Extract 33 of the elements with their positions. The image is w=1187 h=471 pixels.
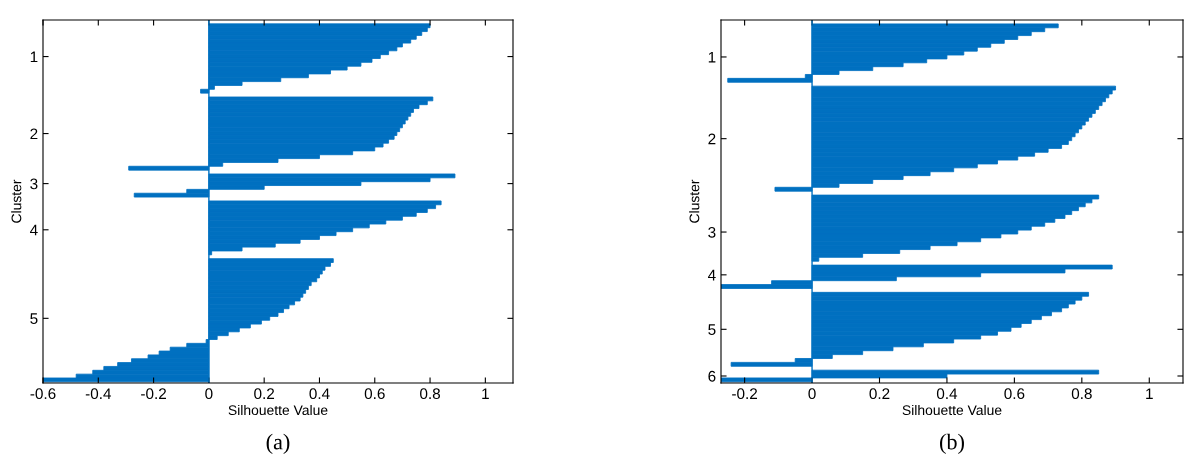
y-tick-label: 2: [708, 133, 716, 145]
y-tick-label: 4: [29, 224, 38, 236]
y-tick-label: 2: [30, 128, 38, 140]
x-tick-label: -0.2: [732, 388, 757, 400]
x-tick-label: 0.8: [420, 388, 441, 400]
y-axis-title: Cluster: [11, 179, 22, 223]
x-axis-title: Silhouette Value: [228, 404, 328, 416]
y-tick-label: 3: [708, 226, 716, 238]
x-tick-label: 0.4: [309, 388, 330, 400]
x-tick-label: 0: [808, 388, 816, 400]
x-tick-label: -0.4: [85, 388, 112, 400]
x-tick-label: -0.2: [141, 388, 166, 400]
y-tick-label: 4: [707, 269, 716, 281]
text: (b): [940, 433, 964, 454]
y-tick-label: 1: [30, 51, 38, 63]
x-tick-label: 0.8: [1071, 388, 1092, 400]
y-tick-label: 1: [708, 51, 716, 63]
x-tick-label: 0.4: [936, 388, 958, 400]
text: (a): [266, 433, 290, 454]
y-tick-label: 3: [30, 178, 38, 190]
y-axis-title: Cluster: [689, 179, 700, 223]
y-tick-label: 6: [708, 370, 716, 382]
x-axis-title: Silhouette Value: [902, 404, 1002, 416]
x-tick-label: 1: [1146, 388, 1153, 399]
x-tick-label: 0.6: [364, 388, 385, 400]
x-tick-label: 0.2: [869, 388, 890, 400]
x-tick-label: 0.2: [254, 388, 275, 400]
y-tick-label: 5: [708, 324, 716, 335]
x-tick-label: 1: [482, 388, 489, 399]
x-tick-label: 0: [205, 388, 213, 400]
y-tick-label: 5: [30, 313, 38, 325]
x-tick-label: 0.6: [1004, 388, 1025, 400]
x-tick-label: -0.6: [30, 388, 56, 400]
